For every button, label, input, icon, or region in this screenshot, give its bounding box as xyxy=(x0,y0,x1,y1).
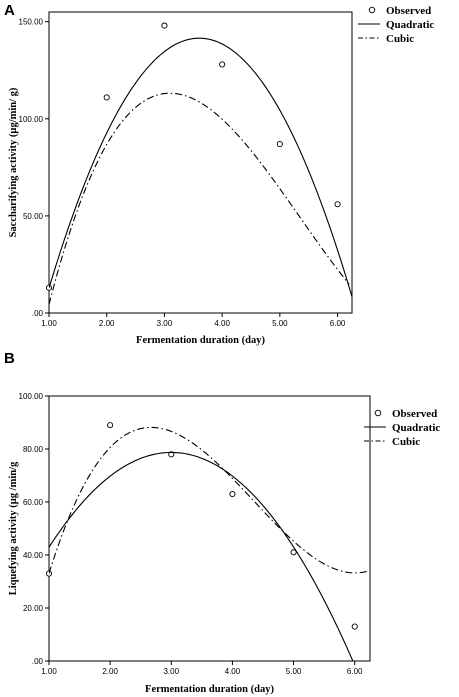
observed-point xyxy=(103,94,110,101)
panel-a: A 1.00 2.00 3.00 4.00 5.00 6.00 .00 50.00 100.00… xyxy=(0,0,459,348)
panel-b: B 1.00 2.00 3.00 4.00 5.00 6.00 .00 20.00 40.00 6… xyxy=(0,348,459,697)
panel-label: B xyxy=(4,350,15,367)
x-axis-title: Fermentation duration (day) xyxy=(145,684,274,695)
plot-frame xyxy=(48,395,371,662)
x-tick-label: 4.00 xyxy=(214,319,230,328)
plot-frame xyxy=(48,11,353,314)
legend-observed-marker xyxy=(374,409,382,417)
y-tick-label: 40.00 xyxy=(23,551,44,560)
x-tick-label: 5.00 xyxy=(272,319,288,328)
y-tick-label: 100.00 xyxy=(19,115,44,124)
y-tick-label: 50.00 xyxy=(23,212,44,221)
x-axis-title: Fermentation duration (day) xyxy=(136,335,265,346)
y-tick-label: 20.00 xyxy=(23,604,44,613)
observed-point xyxy=(229,490,236,498)
observed-point xyxy=(107,422,114,429)
y-axis-title: Liquefying activity (µg /min/g xyxy=(8,461,19,595)
legend-observed-marker xyxy=(368,6,376,14)
cubic-fit-line xyxy=(49,426,368,574)
y-tick-label: 60.00 xyxy=(23,498,44,507)
observed-point xyxy=(161,22,168,29)
x-tick-label: 4.00 xyxy=(225,667,241,676)
x-tick-label: 2.00 xyxy=(102,667,118,676)
x-tick-label: 1.00 xyxy=(41,667,57,676)
legend-label: Observed xyxy=(386,5,431,17)
y-tick-label: 100.00 xyxy=(19,392,44,401)
y-tick-label: .00 xyxy=(32,657,44,666)
observed-point xyxy=(351,623,358,630)
x-tick-label: 3.00 xyxy=(163,667,179,676)
quadratic-fit-line xyxy=(49,37,352,297)
legend-label: Observed xyxy=(392,408,437,420)
observed-point xyxy=(290,549,297,556)
observed-point xyxy=(276,141,283,148)
y-axis-title: Saccharifying activity (µg/min/ g) xyxy=(8,87,19,237)
x-tick-label: 1.00 xyxy=(41,319,57,328)
legend-label: Cubic xyxy=(392,436,420,448)
observed-point xyxy=(334,201,341,208)
observed-point xyxy=(45,570,53,577)
y-tick-label: 80.00 xyxy=(23,445,44,454)
observed-point xyxy=(219,61,226,68)
cubic-fit-line xyxy=(49,92,350,305)
x-tick-label: 6.00 xyxy=(347,667,363,676)
chart-b-plot: 1.00 2.00 3.00 4.00 5.00 6.00 .00 20.00 40.00 60.… xyxy=(8,392,440,695)
x-tick-label: 5.00 xyxy=(286,667,302,676)
quadratic-fit-line xyxy=(49,451,354,661)
x-tick-label: 3.00 xyxy=(157,319,173,328)
x-tick-label: 6.00 xyxy=(330,319,346,328)
chart-a-plot: 1.00 2.00 3.00 4.00 5.00 6.00 .00 50.00 100.00 15… xyxy=(8,5,434,346)
x-tick-label: 2.00 xyxy=(99,319,115,328)
legend-label: Cubic xyxy=(386,33,414,45)
y-tick-label: .00 xyxy=(32,309,44,318)
y-tick-label: 150.00 xyxy=(19,18,44,27)
legend-label: Quadratic xyxy=(392,422,440,434)
panel-label: A xyxy=(4,2,15,19)
legend-label: Quadratic xyxy=(386,19,434,31)
